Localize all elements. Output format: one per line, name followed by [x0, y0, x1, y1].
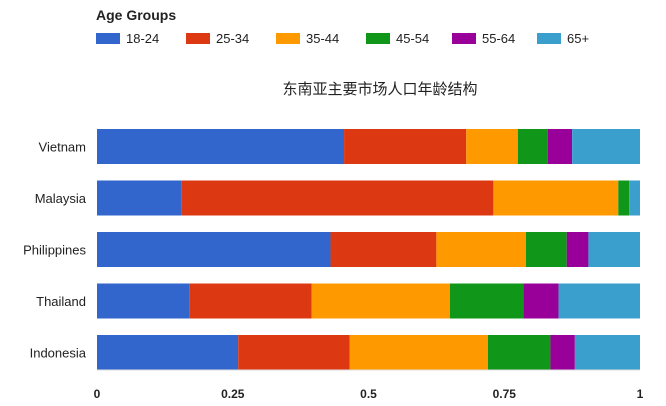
bar-vietnam-45-54	[517, 129, 548, 164]
legend-items: 18-24 25-34 35-44 45-54 55-64 65+	[96, 31, 589, 46]
legend-label-18-24: 18-24	[126, 31, 159, 46]
x-axis-ticks: 0 0.25 0.5 0.75 1	[94, 387, 644, 401]
legend-swatch-65	[537, 33, 561, 44]
bar-malaysia-35-44	[493, 180, 619, 216]
bar-philippines-35-44	[436, 232, 526, 267]
bar-malaysia-25-34	[181, 180, 494, 216]
bar-philippines-55-64	[566, 232, 589, 267]
x-tick-label: 1	[637, 387, 644, 401]
bar-vietnam-25-34	[344, 129, 467, 164]
category-label-malaysia: Malaysia	[35, 191, 87, 206]
plot-area	[97, 129, 640, 370]
legend-swatch-35-44	[276, 33, 300, 44]
bar-indonesia-35-44	[349, 335, 488, 370]
legend-swatch-55-64	[452, 33, 476, 44]
bar-malaysia-18-24	[97, 180, 182, 216]
x-tick-label: 0.5	[360, 387, 377, 401]
bar-philippines-65	[588, 232, 640, 267]
bar-indonesia-45-54	[487, 335, 551, 370]
bar-indonesia-55-64	[550, 335, 575, 370]
legend: Age Groups 18-24 25-34 35-44 45-54 55-64 65+	[96, 7, 589, 46]
category-label-vietnam: Vietnam	[39, 140, 86, 155]
chart-title: 东南亚主要市场人口年龄结构	[282, 80, 477, 98]
x-tick-label: 0	[94, 387, 101, 401]
x-tick-label: 0.25	[221, 387, 245, 401]
bar-thailand-55-64	[523, 283, 559, 319]
legend-label-35-44: 35-44	[306, 31, 339, 46]
bar-philippines-25-34	[330, 232, 437, 267]
bar-philippines-45-54	[525, 232, 567, 267]
bar-indonesia-65	[574, 335, 640, 370]
bar-malaysia-65	[629, 180, 640, 216]
bar-thailand-35-44	[311, 283, 450, 319]
bar-vietnam-55-64	[547, 129, 573, 164]
category-labels: Vietnam Malaysia Philippines Thailand Indone…	[23, 140, 87, 361]
legend-title: Age Groups	[96, 7, 176, 23]
bar-philippines-18-24	[97, 232, 331, 267]
bar-indonesia-25-34	[238, 335, 350, 370]
legend-swatch-25-34	[186, 33, 210, 44]
bar-vietnam-35-44	[466, 129, 518, 164]
legend-label-45-54: 45-54	[396, 31, 429, 46]
legend-swatch-18-24	[96, 33, 120, 44]
bar-vietnam-65	[572, 129, 640, 164]
category-label-indonesia: Indonesia	[30, 346, 87, 361]
bar-vietnam-18-24	[97, 129, 345, 164]
category-label-thailand: Thailand	[36, 294, 86, 309]
bar-malaysia-45-54	[618, 180, 630, 216]
bar-thailand-65	[558, 283, 640, 319]
legend-swatch-45-54	[366, 33, 390, 44]
legend-label-25-34: 25-34	[216, 31, 249, 46]
bar-thailand-45-54	[449, 283, 524, 319]
bar-indonesia-18-24	[97, 335, 239, 370]
bar-thailand-25-34	[189, 283, 312, 319]
x-tick-label: 0.75	[493, 387, 517, 401]
legend-label-55-64: 55-64	[482, 31, 515, 46]
category-label-philippines: Philippines	[23, 243, 86, 258]
bar-thailand-18-24	[97, 283, 190, 319]
legend-label-65: 65+	[567, 31, 589, 46]
